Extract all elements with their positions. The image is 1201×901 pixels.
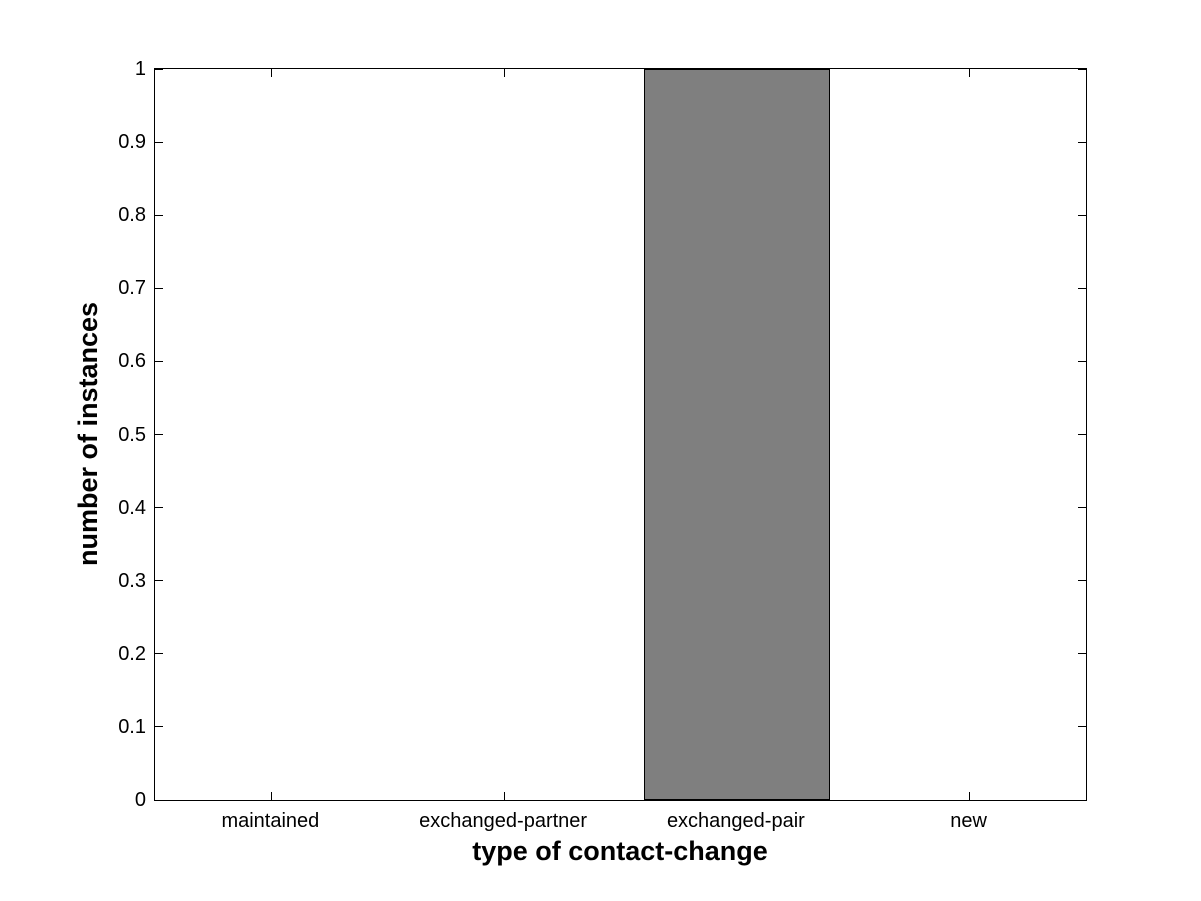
y-tick-right	[1078, 214, 1086, 216]
y-tick-left	[155, 434, 163, 435]
x-tick-top	[969, 69, 971, 77]
y-tick-right	[1078, 653, 1086, 655]
y-tick-right	[1078, 360, 1086, 362]
x-axis-tick-label: exchanged-partner	[419, 810, 588, 832]
y-axis-tick-label: 0.4	[118, 496, 146, 519]
x-tick-top	[503, 69, 505, 77]
y-axis-tick-label: 0.8	[118, 204, 146, 227]
y-tick-left	[155, 653, 163, 655]
y-axis-tick-label: 0.2	[118, 642, 146, 665]
x-axis-tick-label: maintained	[221, 810, 320, 832]
y-axis-tick-label: 0.9	[118, 131, 146, 154]
y-axis-tick-label: 0.5	[118, 423, 146, 446]
y-tick-left	[155, 726, 163, 728]
y-tick-left	[155, 360, 163, 362]
plot-area	[154, 68, 1087, 801]
y-tick-left	[155, 287, 163, 289]
y-tick-left	[155, 68, 163, 70]
x-tick-bottom	[503, 792, 505, 800]
y-axis-tick-label: 1	[134, 58, 146, 80]
y-tick-left	[155, 580, 163, 582]
y-tick-right	[1078, 434, 1086, 435]
y-tick-left	[155, 141, 163, 143]
y-tick-left	[155, 507, 163, 509]
y-axis-tick-label: 0.6	[118, 350, 146, 373]
x-tick-top	[270, 69, 272, 77]
y-axis-tick-label: 0.7	[118, 277, 146, 300]
x-axis-label: type of contact-change	[472, 836, 768, 866]
y-axis-tick-label: 0	[134, 789, 146, 811]
y-axis-tick-label: 0.3	[118, 569, 146, 592]
x-tick-bottom	[270, 792, 272, 800]
bar-exchanged-pair	[643, 69, 830, 800]
y-tick-right	[1078, 287, 1086, 289]
y-tick-left	[155, 799, 163, 801]
x-axis-tick-label: new	[950, 810, 987, 832]
x-axis-tick-label: exchanged-pair	[666, 810, 805, 832]
y-tick-right	[1078, 68, 1086, 70]
y-tick-right	[1078, 141, 1086, 143]
y-tick-left	[155, 214, 163, 216]
y-tick-right	[1078, 507, 1086, 509]
y-axis-tick-label: 0.1	[118, 715, 146, 738]
x-tick-bottom	[969, 792, 971, 800]
y-tick-right	[1078, 726, 1086, 728]
y-tick-right	[1078, 580, 1086, 582]
y-tick-right	[1078, 799, 1086, 801]
